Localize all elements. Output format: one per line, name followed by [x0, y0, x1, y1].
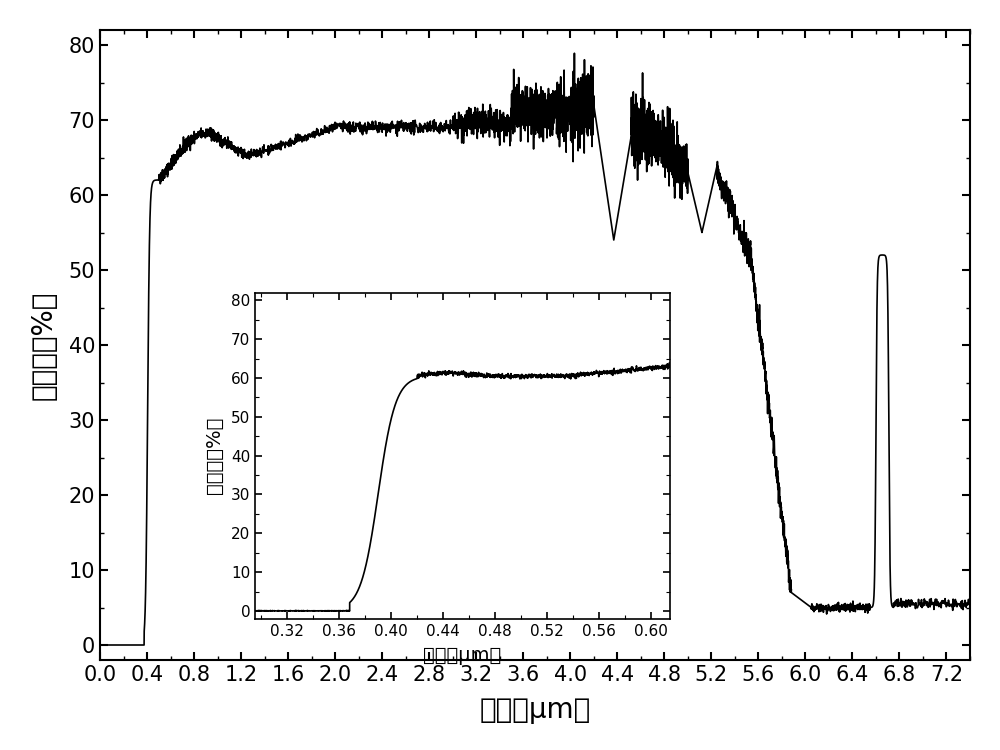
Y-axis label: 透过率（%）: 透过率（%）	[29, 290, 57, 400]
Y-axis label: 透过率（%）: 透过率（%）	[205, 417, 224, 494]
X-axis label: 波长（μm）: 波长（μm）	[479, 696, 591, 724]
X-axis label: 波长（μm）: 波长（μm）	[423, 646, 502, 664]
